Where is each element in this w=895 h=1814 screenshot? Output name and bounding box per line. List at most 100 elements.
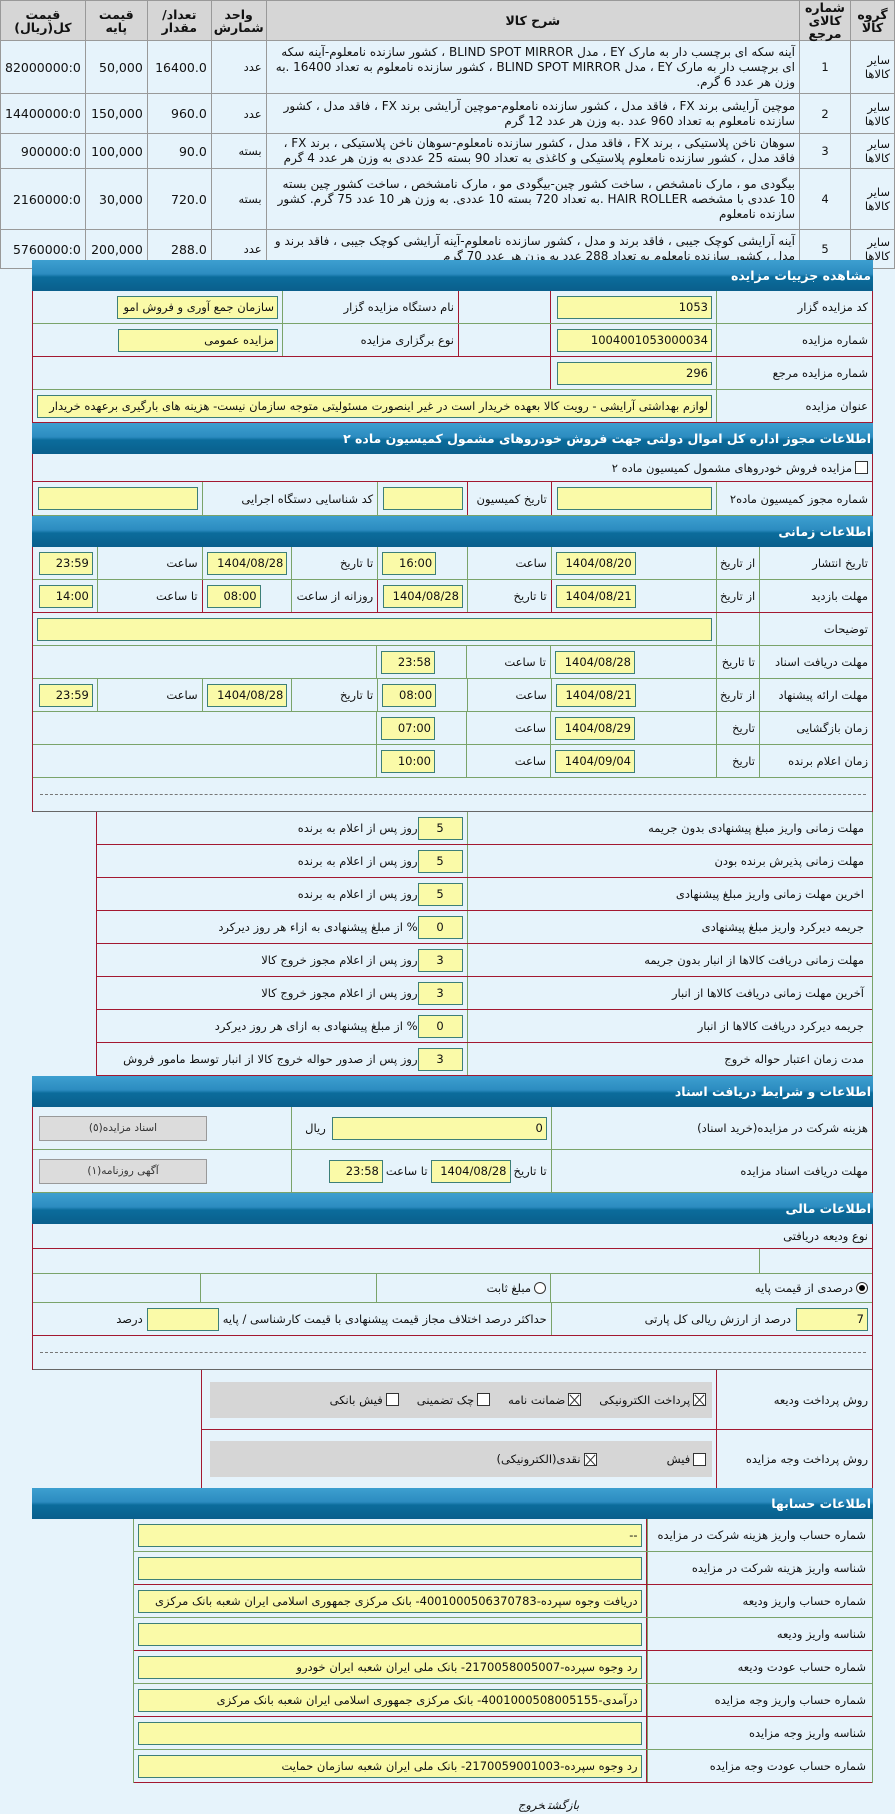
offer-from-field[interactable]: 1404/08/21 xyxy=(555,683,636,707)
account-value-cell: رد وجوه سپرده-2170058005007- بانک ملی ای… xyxy=(134,1651,647,1683)
auction-number-field[interactable]: 1004001053000034 xyxy=(557,328,712,352)
account-value-field[interactable] xyxy=(138,1556,642,1580)
max-diff-field[interactable] xyxy=(146,1307,219,1331)
checkbox[interactable] xyxy=(583,1452,597,1466)
auction-docs-button[interactable]: اسناد مزایده(٥) xyxy=(38,1115,207,1141)
term-value-field[interactable]: 0 xyxy=(417,1014,463,1038)
subject-field[interactable]: لوازم بهداشتی آرایشی - رویت کالا بعهده خ… xyxy=(37,394,713,418)
checkbox[interactable] xyxy=(385,1393,399,1406)
account-label: شناسه واریز ودیعه xyxy=(646,1618,872,1650)
auction-type-field[interactable]: مزایده عمومی xyxy=(118,328,278,352)
items-table: گروه کالا شماره کالای مرجع شرح کالا واحد… xyxy=(0,0,895,270)
term-suffix: % از مبلغ پیشنهادی به ازای هر روز دیرکرد xyxy=(214,1019,418,1033)
fee-label: هزینه شرکت در مزایده(خرید اسناد) xyxy=(550,1107,872,1149)
publish-to-field[interactable]: 1404/08/28 xyxy=(207,551,288,575)
back-link[interactable]: بازگشت xyxy=(547,1798,580,1812)
offer-to-field[interactable]: 1404/08/28 xyxy=(207,683,288,707)
term-value-field[interactable]: 3 xyxy=(417,1047,463,1071)
fee-field[interactable]: 0 xyxy=(331,1116,547,1140)
offer-time-field[interactable]: 08:00 xyxy=(382,683,437,707)
fixed-radio[interactable] xyxy=(534,1282,546,1294)
payment-method-option[interactable]: نقدی(الکترونیکی) xyxy=(497,1452,597,1466)
winner-time-field[interactable]: 10:00 xyxy=(381,749,435,773)
term-suffix: روز پس از اعلام به برنده xyxy=(297,887,418,901)
commission-vehicle-checkbox[interactable] xyxy=(855,461,868,474)
winner-date-field[interactable]: 1404/09/04 xyxy=(555,749,635,773)
cell-base: 150,000 xyxy=(84,93,148,135)
payment-method-option[interactable]: فیش xyxy=(667,1452,707,1466)
docs-until-field[interactable]: 23:58 xyxy=(328,1159,383,1183)
docs-deadline-time-field[interactable]: 23:58 xyxy=(381,650,435,674)
term-value-field[interactable]: 0 xyxy=(417,915,463,939)
docs-deadline-date-field[interactable]: 1404/08/28 xyxy=(555,650,635,674)
commission-vehicle-label: مزایده فروش خودروهای مشمول کمیسیون ماده … xyxy=(611,460,852,475)
payment-method-option[interactable]: پرداخت الکترونیکی xyxy=(599,1393,707,1407)
organizer-code-field[interactable]: 1053 xyxy=(557,295,712,319)
cell-qty: 16400.0 xyxy=(146,40,212,95)
newspaper-ad-button[interactable]: آگهی روزنامه(۱) xyxy=(38,1158,207,1184)
term-row: مهلت زمانی دریافت کالاها از انبار بدون ج… xyxy=(97,944,872,977)
percent-radio[interactable] xyxy=(856,1282,868,1294)
visit-daily-from-field[interactable]: 08:00 xyxy=(206,584,261,608)
account-value-cell: دریافت وجوه سپرده-4001000506370783- بانک… xyxy=(134,1585,647,1617)
account-value-field[interactable]: رد وجوه سپرده-2170059001003- بانک ملی ای… xyxy=(138,1754,642,1778)
account-value-field[interactable]: -- xyxy=(138,1523,642,1547)
publish-time-field[interactable]: 16:00 xyxy=(382,551,437,575)
term-row: اخرین مهلت زمانی واریز مبلغ پیشنهادی 5 روز… xyxy=(97,878,872,911)
visit-to-field[interactable]: 1404/08/28 xyxy=(382,584,463,608)
visit-until-field[interactable]: 14:00 xyxy=(38,584,93,608)
cell-ref: 4 xyxy=(799,168,851,231)
max-diff-label: حداکثر درصد اختلاف مجاز قیمت پیشنهادی با… xyxy=(222,1312,547,1326)
commission-date-field[interactable] xyxy=(382,487,463,510)
payment-method-option[interactable]: ضمانت نامه xyxy=(508,1393,582,1407)
from-date-label: از تاریخ xyxy=(716,580,759,612)
notes-field[interactable] xyxy=(37,617,713,641)
term-value-field[interactable]: 5 xyxy=(417,882,463,906)
term-label: جریمه دیرکرد دریافت کالاها از انبار xyxy=(466,1010,872,1042)
timing-header: اطلاعات زمانی xyxy=(32,516,873,547)
term-suffix: روز پس از اعلام مجوز خروج کالا xyxy=(261,953,418,967)
account-label: شماره حساب واریز ودیعه xyxy=(646,1585,872,1617)
payment-method-option[interactable]: چک تضمینی xyxy=(416,1392,491,1407)
from-date-label: از تاریخ xyxy=(716,547,759,579)
publish-time2-field[interactable]: 23:59 xyxy=(38,551,93,575)
exec-code-field[interactable] xyxy=(37,487,198,510)
docs-deadline-label: مهلت دریافت اسناد xyxy=(759,646,872,678)
account-value-field[interactable]: رد وجوه سپرده-2170058005007- بانک ملی ای… xyxy=(138,1655,642,1679)
reference-number-field[interactable]: 296 xyxy=(557,361,712,385)
exit-link[interactable]: خروج xyxy=(518,1798,545,1812)
docs-to-field[interactable]: 1404/08/28 xyxy=(430,1159,511,1183)
checkbox[interactable] xyxy=(693,1393,707,1406)
organizer-name-field[interactable]: سازمان جمع آوری و فروش امو xyxy=(117,295,278,319)
opening-date-field[interactable]: 1404/08/29 xyxy=(555,716,635,740)
account-value-field[interactable] xyxy=(138,1721,642,1745)
term-label: جریمه دیرکرد واریز مبلغ پیشنهادی xyxy=(466,911,872,943)
account-value-field[interactable]: دریافت وجوه سپرده-4001000506370783- بانک… xyxy=(138,1589,642,1613)
offer-time2-field[interactable]: 23:59 xyxy=(38,683,93,707)
publish-from-field[interactable]: 1404/08/20 xyxy=(555,551,636,575)
term-value-field[interactable]: 5 xyxy=(417,816,463,840)
account-value-field[interactable]: درآمدی-4001000508005155- بانک مرکزی جمهو… xyxy=(138,1688,642,1712)
visit-from-field[interactable]: 1404/08/21 xyxy=(555,584,636,608)
term-value-field[interactable]: 5 xyxy=(417,849,463,873)
account-label: شماره حساب واریز هزینه شرکت در مزایده xyxy=(646,1519,872,1551)
term-value-cell: 0% از مبلغ پیشنهادی به ازای هر روز دیرکر… xyxy=(97,1010,467,1042)
accounts-header: اطلاعات حسابها xyxy=(32,1488,873,1519)
checkbox[interactable] xyxy=(568,1393,582,1406)
percent-field[interactable]: 7 xyxy=(796,1307,868,1331)
checkbox[interactable] xyxy=(693,1452,707,1466)
organizer-name-label: نام دستگاه مزایده گزار xyxy=(282,291,458,323)
payment-method-option[interactable]: فیش بانکی xyxy=(330,1393,399,1407)
account-row: شماره حساب عودت ودیعه رد وجوه سپرده-21700… xyxy=(134,1651,872,1684)
term-value-field[interactable]: 3 xyxy=(417,948,463,972)
permit-number-field[interactable] xyxy=(557,487,713,510)
table-row: سایر کالاها 3 سوهان ناخن پلاستیکی ، برند F… xyxy=(0,133,895,170)
time-label: ساعت xyxy=(466,745,550,777)
checkbox[interactable] xyxy=(477,1393,491,1406)
term-row: جریمه دیرکرد دریافت کالاها از انبار 0% از… xyxy=(97,1010,872,1043)
account-value-field[interactable] xyxy=(138,1622,642,1646)
opening-time-field[interactable]: 07:00 xyxy=(381,716,435,740)
divider xyxy=(39,1352,866,1353)
term-value-field[interactable]: 3 xyxy=(417,981,463,1005)
checkbox-label: چک تضمینی xyxy=(416,1392,475,1407)
